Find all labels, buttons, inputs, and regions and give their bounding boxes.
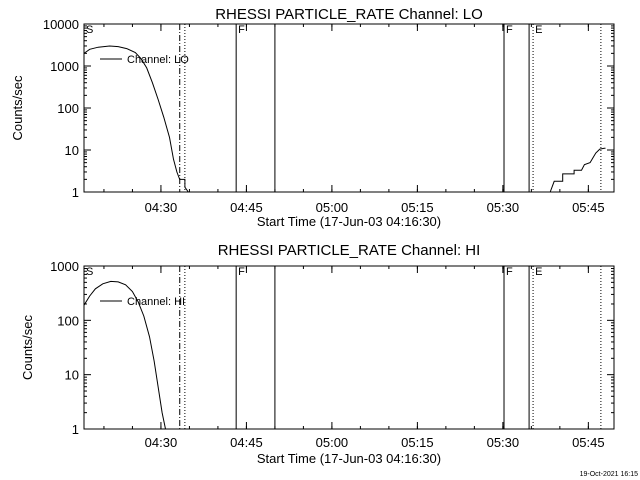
x-axis-label: Start Time (17-Jun-03 04:16:30)	[257, 451, 441, 466]
chart-title: RHESSI PARTICLE_RATE Channel: LO	[215, 6, 483, 23]
x-tick-label: 05:30	[487, 435, 520, 450]
x-tick-label: 05:45	[572, 200, 605, 215]
x-tick-label: 05:15	[401, 200, 434, 215]
event-marker-label-s: S	[86, 266, 93, 278]
y-axis-label: Counts/sec	[10, 75, 25, 141]
series-line-channel-lo	[83, 45, 189, 193]
panel-channel-hi: RHESSI PARTICLE_RATE Channel: HI 04:30 04:…	[20, 242, 615, 466]
y-tick-label: 1	[72, 185, 79, 200]
x-tick-label: 04:30	[145, 200, 178, 215]
legend-label: Channel: LO	[127, 54, 189, 66]
y-tick-label: 100	[57, 101, 79, 116]
y-tick-label: 1000	[50, 259, 79, 274]
x-tick-label: 05:00	[316, 435, 349, 450]
footer-timestamp: 19-Oct-2021 16:15	[580, 471, 638, 478]
legend-label: Channel: HI	[127, 296, 185, 308]
x-axis-label: Start Time (17-Jun-03 04:16:30)	[257, 214, 441, 229]
x-tick-label: 04:45	[230, 435, 263, 450]
y-tick-label: 1	[72, 422, 79, 437]
x-tick-label: 04:45	[230, 200, 263, 215]
event-marker-label-f: F	[506, 266, 513, 278]
event-marker-label-f: F	[506, 24, 513, 36]
series-line-channel-hi	[83, 280, 166, 430]
x-tick-label: 05:45	[572, 435, 605, 450]
y-tick-label: 10000	[43, 17, 79, 32]
event-marker-label-f: F	[238, 266, 245, 278]
event-marker-label-f: F	[238, 24, 245, 36]
event-marker-label-s: S	[86, 24, 93, 36]
x-tick-label: 04:30	[145, 435, 178, 450]
x-tick-label: 05:00	[316, 200, 349, 215]
chart-title: RHESSI PARTICLE_RATE Channel: HI	[218, 242, 481, 259]
event-marker-label-e: E	[535, 24, 542, 36]
series-line-channel-lo	[549, 147, 606, 193]
y-tick-label: 10	[65, 143, 79, 158]
y-axis-label: Counts/sec	[20, 314, 35, 380]
x-tick-label: 05:30	[487, 200, 520, 215]
x-tick-label: 05:15	[401, 435, 434, 450]
event-marker-label-e: E	[535, 266, 542, 278]
y-tick-label: 1000	[50, 59, 79, 74]
y-tick-label: 10	[65, 368, 79, 383]
y-tick-label: 100	[57, 313, 79, 328]
panel-channel-lo: RHESSI PARTICLE_RATE Channel: LO 04:30 04:…	[10, 6, 615, 229]
